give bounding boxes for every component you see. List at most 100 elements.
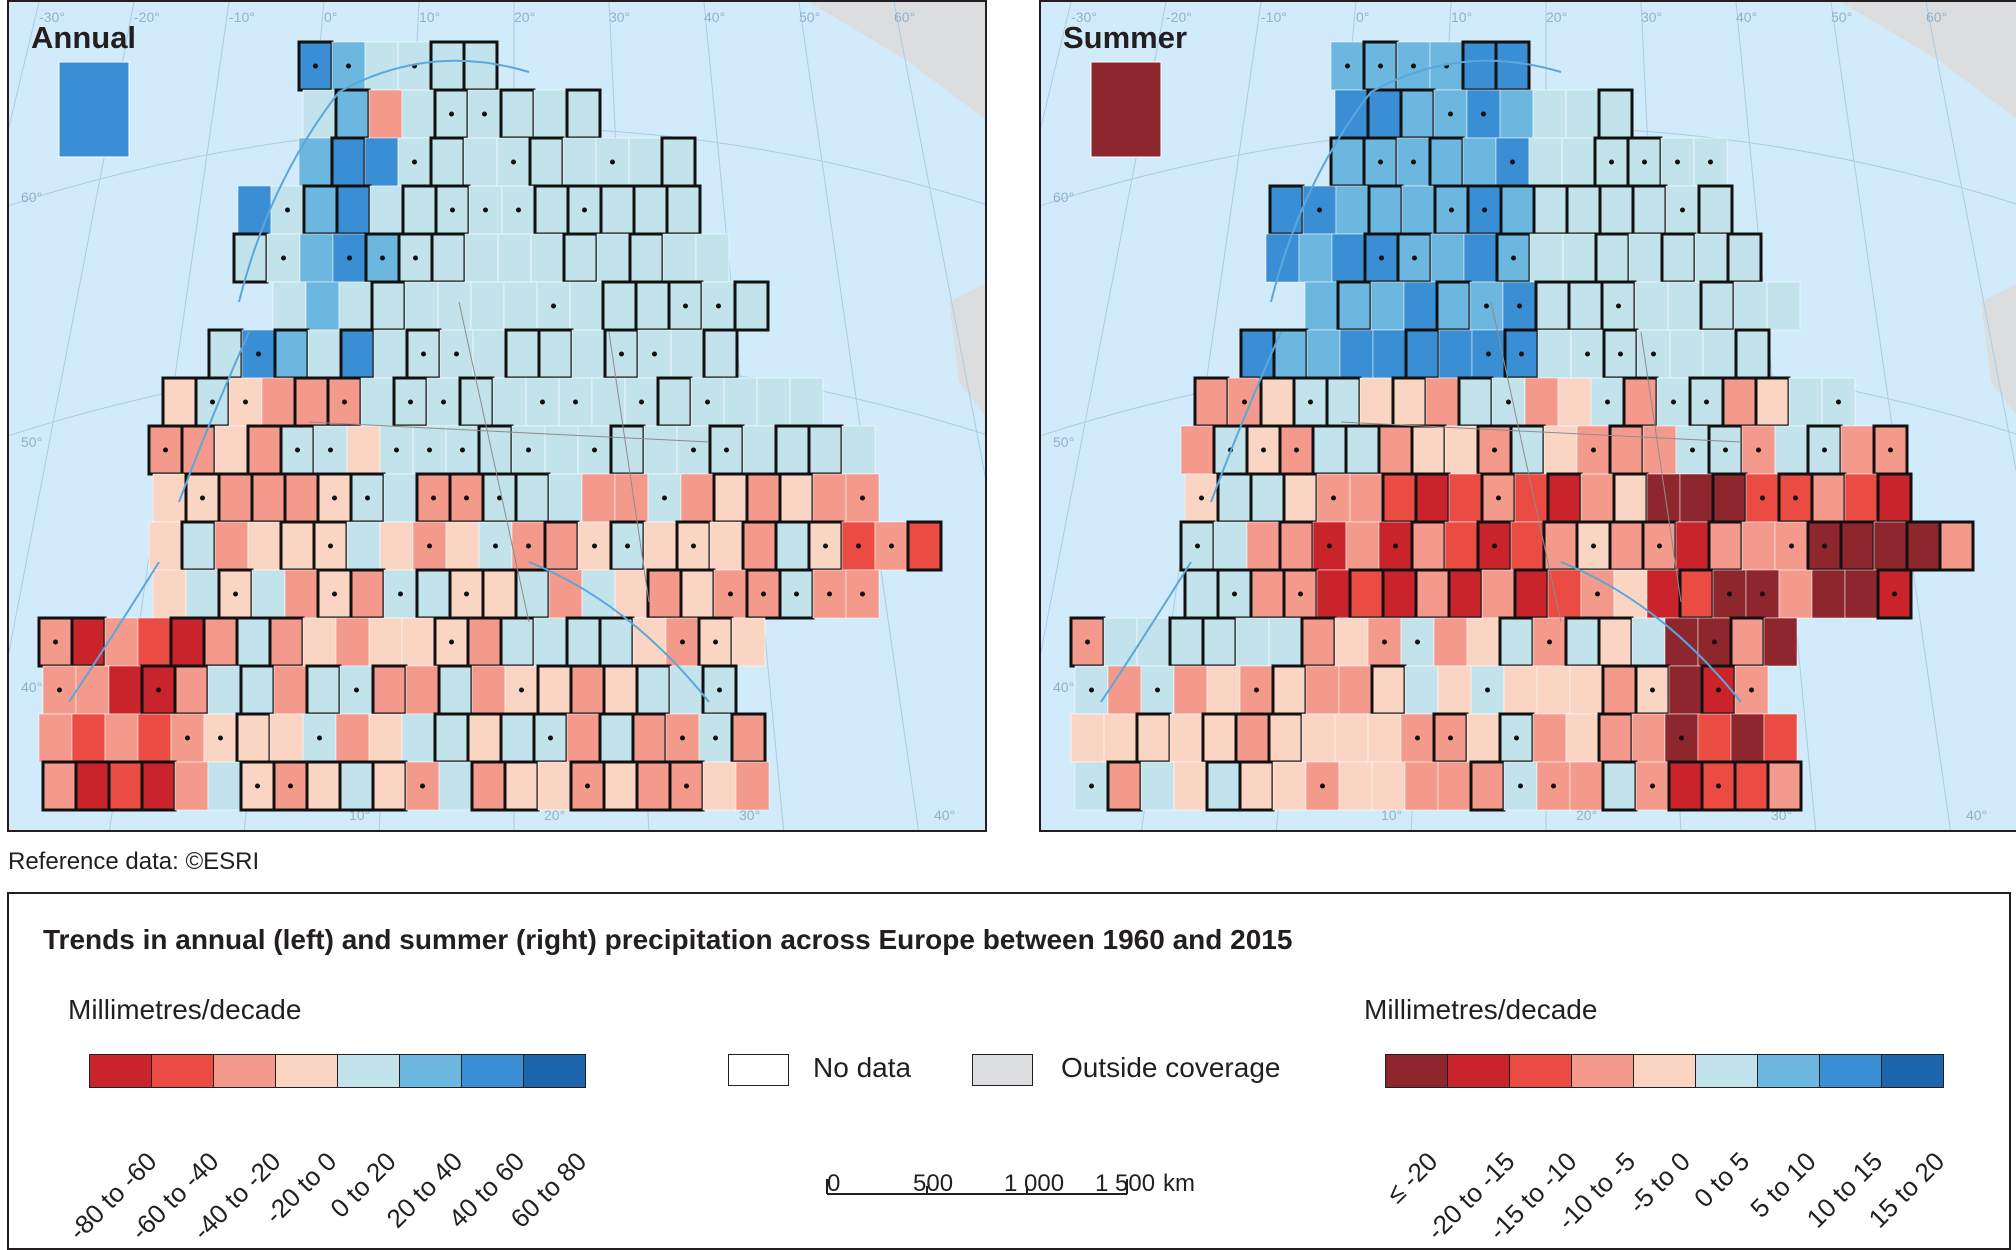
trend-cell [350,569,385,619]
trend-cell [1510,521,1545,571]
trend-cell [1844,473,1879,523]
trend-cell [628,137,663,187]
significance-dot [652,351,657,357]
significance-dot [691,543,696,549]
trend-cell [1305,665,1340,715]
trend-cell [1811,569,1846,619]
trend-cell [603,665,638,715]
significance-dot [705,399,710,405]
trend-cell [1766,281,1801,331]
trend-cell [294,377,329,427]
significance-dot [1518,783,1523,789]
trend-cell [1675,521,1710,571]
significance-dot [1708,159,1713,165]
summer-map-label: Summer [1063,20,1188,55]
graticule-label: 50° [21,434,42,450]
significance-dot [1760,591,1765,597]
trend-cell [1679,473,1714,523]
significance-dot [1412,255,1417,261]
significance-dot [680,735,685,741]
trend-cell [1180,425,1215,475]
significance-dot [592,447,597,453]
trend-cell [1598,89,1633,139]
trend-cell [1646,569,1681,619]
trend-cell [218,473,253,523]
significance-dot [421,351,426,357]
significance-dot [1378,63,1383,69]
significance-dot [1514,735,1519,741]
trend-cell [1298,233,1333,283]
significance-dot [691,447,696,453]
significance-dot [573,399,578,405]
trend-cell [731,713,766,763]
trend-cell [1345,425,1380,475]
scale-tick-1500: 1 500 [1095,1170,1156,1197]
trend-cell [137,713,172,763]
meridian-line [1925,2,2016,473]
trend-cell [467,713,502,763]
significance-dot [639,399,644,405]
significance-dot [328,447,333,453]
trend-cell [1668,665,1703,715]
significance-dot [1481,111,1486,117]
trend-cell [1463,233,1498,283]
significance-dot [540,399,545,405]
trend-cell [1250,569,1285,619]
trend-cell [1338,761,1373,811]
trend-cell [756,377,791,427]
graticule-label: 60° [21,189,42,205]
trend-cell [1734,761,1769,811]
trend-cell [1173,665,1208,715]
significance-dot [328,543,333,549]
graticule-label: -30° [1071,9,1097,25]
trend-cell [1566,185,1601,235]
trend-cell [42,761,77,811]
significant-cell-outline [733,280,770,332]
trend-cell [779,473,814,523]
trend-cell [1774,425,1809,475]
significance-dot [1393,543,1398,549]
significance-dot [1486,351,1491,357]
trend-cell [566,713,601,763]
trend-cell [1392,377,1427,427]
trend-cell [812,473,847,523]
significance-dot [398,591,403,597]
trend-cell [207,761,242,811]
significance-dot [1448,111,1453,117]
trend-cell [1430,233,1465,283]
significance-dot [365,495,370,501]
iceland-cell [58,61,130,158]
trend-cell [670,329,705,379]
trend-cell [280,521,315,571]
land-cells [37,40,943,812]
trend-cell [402,185,437,235]
trend-cell [482,569,517,619]
trend-cell [1708,521,1743,571]
significance-dot [761,591,766,597]
iceland-cell [1090,61,1162,158]
trend-cell [1217,473,1252,523]
trend-cell [544,521,579,571]
significance-dot [680,639,685,645]
trend-cell [534,185,569,235]
trend-cell [731,617,766,667]
trend-cell [185,569,220,619]
trend-cell [1528,137,1563,187]
annual-map-label: Annual [31,20,137,55]
trend-cell [636,665,671,715]
significance-dot [519,687,524,693]
trend-cell [335,617,370,667]
trend-cell [368,713,403,763]
significance-dot [1650,687,1655,693]
trend-cell [1697,713,1732,763]
significance-dot [1415,639,1420,645]
trend-cell [467,617,502,667]
graticule-label: 40° [704,9,725,25]
trend-cell [364,137,399,187]
trend-cell [1722,377,1757,427]
no-data-swatch [728,1054,789,1086]
trend-cell [1569,665,1604,715]
trend-cell [1595,233,1630,283]
trend-cell [1306,329,1341,379]
trend-cell [1213,521,1248,571]
